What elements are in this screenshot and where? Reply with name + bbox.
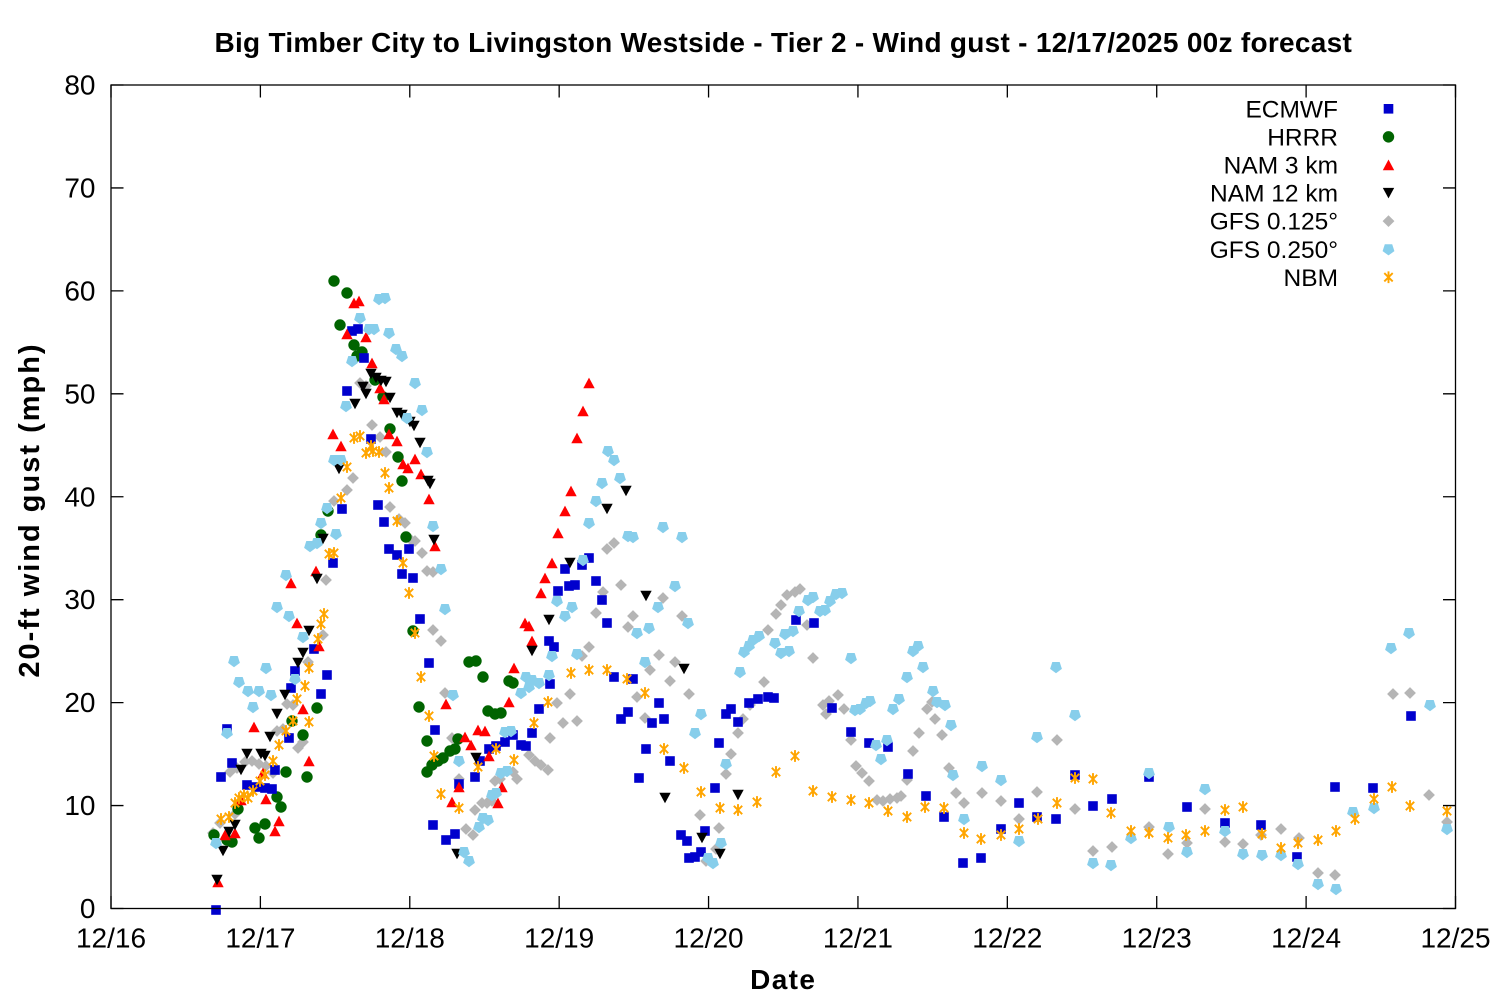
svg-text:12/20: 12/20 (674, 923, 744, 954)
svg-text:20: 20 (64, 687, 95, 718)
svg-text:ECMWF: ECMWF (1245, 96, 1338, 123)
svg-text:12/19: 12/19 (524, 923, 594, 954)
svg-text:80: 80 (64, 70, 95, 101)
svg-text:HRRR: HRRR (1267, 124, 1338, 151)
svg-text:12/25: 12/25 (1420, 923, 1490, 954)
svg-text:12/16: 12/16 (76, 923, 146, 954)
svg-text:NBM: NBM (1284, 265, 1338, 292)
svg-text:30: 30 (64, 584, 95, 615)
svg-text:Date: Date (750, 964, 816, 995)
svg-text:12/23: 12/23 (1122, 923, 1192, 954)
svg-text:NAM 12 km: NAM 12 km (1210, 181, 1338, 208)
svg-text:Big Timber City to Livingston: Big Timber City to Livingston Westside -… (214, 27, 1352, 58)
svg-text:12/17: 12/17 (225, 923, 295, 954)
svg-text:NAM 3 km: NAM 3 km (1224, 153, 1338, 180)
svg-text:40: 40 (64, 481, 95, 512)
svg-text:60: 60 (64, 275, 95, 306)
svg-text:20-ft wind gust (mph): 20-ft wind gust (mph) (14, 342, 46, 677)
svg-text:12/18: 12/18 (375, 923, 445, 954)
svg-text:70: 70 (64, 172, 95, 203)
svg-text:0: 0 (80, 893, 96, 924)
svg-text:12/21: 12/21 (823, 923, 893, 954)
svg-text:50: 50 (64, 378, 95, 409)
svg-text:12/24: 12/24 (1271, 923, 1341, 954)
svg-text:GFS 0.250°: GFS 0.250° (1210, 237, 1338, 264)
svg-text:12/22: 12/22 (972, 923, 1042, 954)
svg-text:10: 10 (64, 790, 95, 821)
svg-text:GFS 0.125°: GFS 0.125° (1210, 209, 1338, 236)
